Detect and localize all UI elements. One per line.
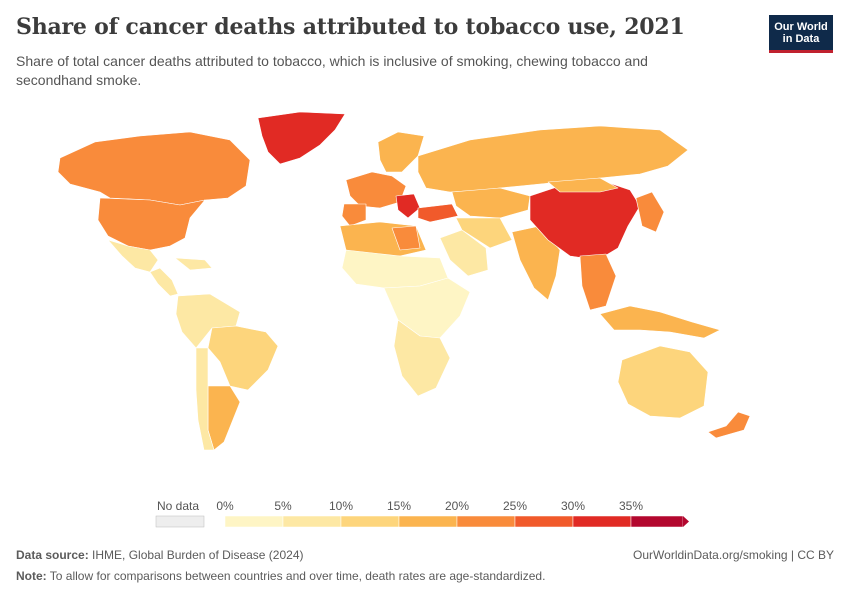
legend-bin: [630, 515, 684, 528]
region-australia[interactable]: [617, 345, 709, 419]
data-source: Data source: IHME, Global Burden of Dise…: [16, 548, 304, 562]
region-iberia[interactable]: [341, 203, 367, 227]
footer: Data source: IHME, Global Burden of Dise…: [16, 548, 834, 583]
page-title: Share of cancer deaths attributed to tob…: [16, 14, 685, 40]
region-russia[interactable]: [417, 125, 689, 193]
legend-bin: [224, 515, 284, 528]
region-iran[interactable]: [455, 217, 513, 249]
region-central-america-caribbean[interactable]: [149, 257, 213, 297]
region-indonesia[interactable]: [599, 305, 721, 339]
legend-arrow: [683, 516, 689, 527]
region-southeast-asia[interactable]: [579, 253, 617, 311]
legend-tick-label: 35%: [619, 499, 643, 513]
region-mongolia[interactable]: [547, 177, 619, 193]
legend-bin: [456, 515, 516, 528]
source-link[interactable]: OurWorldinData.org/smoking | CC BY: [633, 548, 834, 562]
note: Note: To allow for comparisons between c…: [16, 569, 546, 583]
legend-bin: [572, 515, 632, 528]
region-central-asia[interactable]: [451, 187, 531, 219]
legend-bin: [514, 515, 574, 528]
region-brazil[interactable]: [207, 325, 279, 391]
region-argentina[interactable]: [207, 385, 241, 451]
region-chile[interactable]: [195, 347, 215, 451]
owid-logo[interactable]: Our World in Data: [769, 15, 833, 53]
legend-bin: [340, 515, 400, 528]
legend-tick-label: 25%: [503, 499, 527, 513]
region-balkans[interactable]: [395, 193, 421, 219]
region-mexico[interactable]: [107, 239, 159, 273]
logo-line-1: Our World: [774, 20, 828, 33]
legend-tick-label: 10%: [329, 499, 353, 513]
legend-no-data-label: No data: [157, 499, 199, 513]
legend-tick-label: 5%: [274, 499, 292, 513]
region-new-zealand[interactable]: [707, 411, 751, 439]
legend-tick-label: 0%: [216, 499, 234, 513]
region-turkey[interactable]: [417, 203, 459, 223]
legend-no-data-swatch: [155, 515, 205, 528]
legend-bin: [398, 515, 458, 528]
logo-line-2: in Data: [782, 32, 820, 45]
subtitle: Share of total cancer deaths attributed …: [16, 53, 648, 88]
region-libya[interactable]: [391, 225, 421, 251]
region-southern-africa[interactable]: [393, 319, 451, 397]
legend-tick-label: 30%: [561, 499, 585, 513]
region-korea-japan[interactable]: [635, 191, 665, 233]
legend-tick-label: 15%: [387, 499, 411, 513]
color-legend: No data 0% 5% 10% 15% 20% 25% 30% 35%: [155, 499, 689, 528]
region-scandinavia[interactable]: [377, 131, 425, 173]
region-canada[interactable]: [57, 131, 251, 206]
region-greenland[interactable]: [257, 111, 346, 165]
legend-tick-label: 20%: [445, 499, 469, 513]
world-map: [57, 111, 751, 451]
legend-bin: [282, 515, 342, 528]
region-united-states[interactable]: [97, 197, 206, 251]
